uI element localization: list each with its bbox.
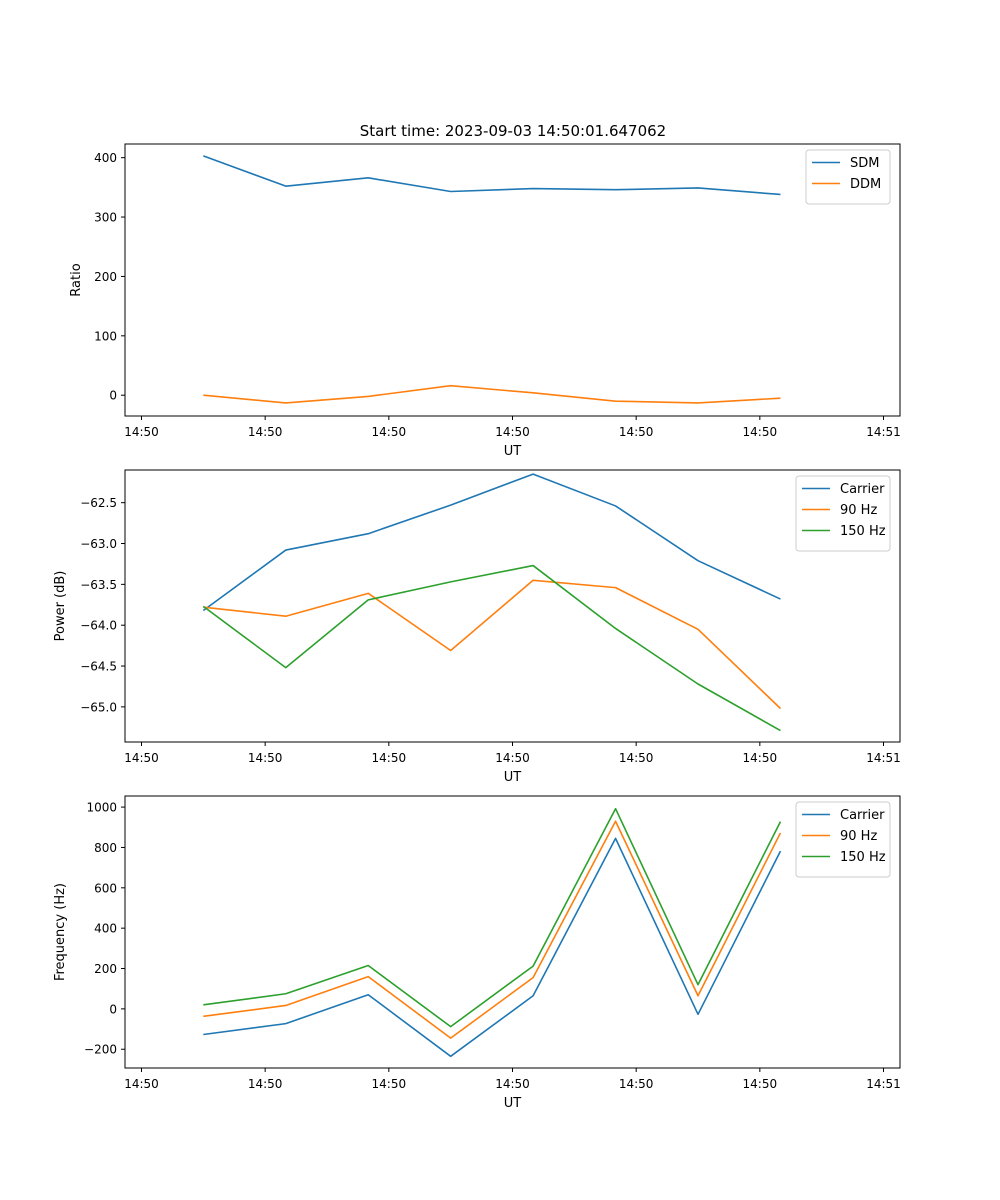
legend-box: [795, 475, 891, 552]
x-tick-label: 14:50: [124, 425, 159, 439]
x-tick-label: 14:50: [372, 425, 407, 439]
legend-label: 150 Hz: [840, 524, 886, 539]
x-tick-label: 14:50: [619, 751, 654, 765]
legend-label: 150 Hz: [840, 850, 886, 865]
x-tick-label: 14:50: [248, 425, 283, 439]
chart-panel-3: 14:50 14:50 14:50 14:50 14:50 14:50 14:51 −200 0…: [53, 795, 901, 1111]
x-tick-label: 14:50: [372, 1077, 407, 1091]
y-tick-label: −63.0: [80, 537, 117, 551]
y-tick-label: 600: [94, 881, 117, 895]
x-tick-label: 14:50: [124, 1077, 159, 1091]
series-line-carrier: [203, 837, 782, 1058]
series-line-150-hz: [203, 807, 782, 1028]
legend-box: [795, 801, 891, 878]
y-tick-label: 0: [109, 389, 117, 403]
figure-title: Start time: 2023-09-03 14:50:01.647062: [360, 122, 666, 140]
y-tick-label: 300: [94, 211, 117, 225]
legend: SDM DDM: [805, 149, 891, 205]
series-line-ddm: [203, 384, 781, 404]
x-tick-label: 14:50: [495, 1077, 530, 1091]
y-tick-label: −200: [84, 1043, 117, 1057]
y-tick-label: −64.5: [80, 660, 117, 674]
y-tick-label: 400: [94, 151, 117, 165]
y-tick-label: 200: [94, 270, 117, 284]
y-tick-label: 100: [94, 329, 117, 343]
y-axis-label: Frequency (Hz): [53, 883, 68, 981]
x-tick-label: 14:51: [866, 751, 901, 765]
y-tick-label: 400: [94, 922, 117, 936]
y-axis-label: Ratio: [69, 263, 84, 296]
legend: Carrier 90 Hz 150 Hz: [795, 801, 891, 878]
x-tick-label: 14:51: [866, 1077, 901, 1091]
legend: Carrier 90 Hz 150 Hz: [795, 475, 891, 552]
series-line-90-hz: [203, 579, 782, 710]
legend-label: Carrier: [840, 482, 885, 497]
legend-label: DDM: [850, 177, 881, 192]
x-tick-label: 14:50: [743, 751, 778, 765]
y-tick-label: 200: [94, 962, 117, 976]
y-tick-label: 0: [109, 1002, 117, 1016]
legend-label: 90 Hz: [840, 503, 877, 518]
y-tick-label: −62.5: [80, 496, 117, 510]
chart-panel-1: 14:50 14:50 14:50 14:50 14:50 14:50 14:51 0 100 2…: [69, 143, 901, 459]
y-tick-label: −63.5: [80, 578, 117, 592]
series-line-carrier: [202, 473, 781, 612]
x-tick-label: 14:50: [743, 425, 778, 439]
axes-frame: [124, 795, 901, 1069]
legend-label: SDM: [850, 156, 879, 171]
x-tick-label: 14:50: [619, 1077, 654, 1091]
series-line-150-hz: [202, 564, 781, 732]
y-tick-label: −65.0: [80, 700, 117, 714]
y-tick-label: 1000: [86, 801, 117, 815]
x-axis-label: UT: [504, 1096, 522, 1111]
x-tick-label: 14:50: [248, 751, 283, 765]
axes-frame: [124, 469, 901, 743]
x-tick-label: 14:50: [124, 751, 159, 765]
x-tick-label: 14:50: [495, 425, 530, 439]
x-tick-label: 14:50: [619, 425, 654, 439]
x-tick-label: 14:51: [866, 425, 901, 439]
chart-panel-2: 14:50 14:50 14:50 14:50 14:50 14:50 14:51 −65.0…: [53, 469, 901, 785]
series-line-90-hz: [203, 820, 782, 1039]
legend-label: 90 Hz: [840, 829, 877, 844]
y-tick-label: −64.0: [80, 619, 117, 633]
legend-box: [805, 149, 891, 205]
y-tick-label: 800: [94, 841, 117, 855]
x-tick-label: 14:50: [248, 1077, 283, 1091]
x-tick-label: 14:50: [495, 751, 530, 765]
legend-label: Carrier: [840, 808, 885, 823]
x-axis-label: UT: [504, 444, 522, 459]
x-tick-label: 14:50: [372, 751, 407, 765]
series-line-sdm: [203, 155, 781, 196]
axes-frame: [124, 143, 901, 417]
y-axis-label: Power (dB): [53, 571, 68, 642]
x-axis-label: UT: [504, 770, 522, 785]
x-tick-label: 14:50: [743, 1077, 778, 1091]
